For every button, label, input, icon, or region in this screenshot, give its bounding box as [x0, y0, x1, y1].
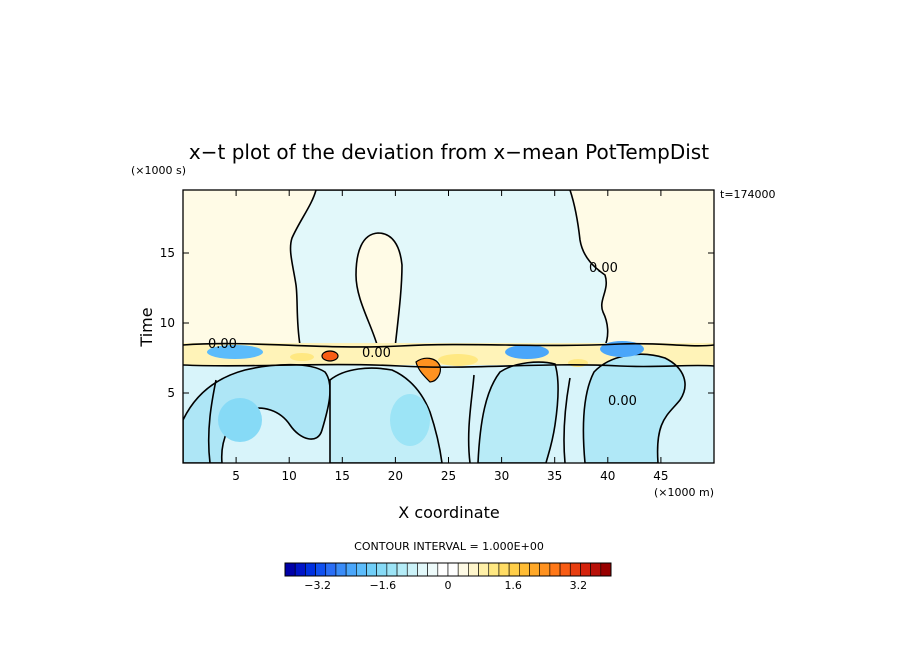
colorbar-frame — [284, 562, 612, 577]
y-axis-label: Time — [137, 307, 156, 347]
hot-spot-small — [321, 350, 339, 362]
x-tick-label: 5 — [232, 469, 240, 483]
colorbar-swatch — [447, 562, 459, 577]
colorbar-swatch — [508, 562, 520, 577]
colorbar-swatch — [498, 562, 510, 577]
colorbar-tick-label: −3.2 — [304, 579, 331, 592]
colorbar-swatch — [406, 562, 418, 577]
contour-labels: 0.00 0.00 0.00 0.00 — [208, 261, 637, 409]
colorbar-swatch — [315, 562, 327, 577]
x-axis: 5 10 15 20 25 30 35 40 45 — [232, 190, 669, 483]
contour-mid-column — [467, 374, 475, 463]
colorbar-swatch — [427, 562, 439, 577]
x-tick-label: 10 — [282, 469, 297, 483]
colorbar-swatch — [437, 562, 449, 577]
colorbar-swatch — [569, 562, 581, 577]
colorbar-swatch — [356, 562, 367, 577]
cold-pocket-1 — [207, 345, 263, 359]
cold-pocket-4 — [218, 398, 262, 442]
x-unit-label: (×1000 m) — [654, 486, 714, 499]
y-tick-label: 10 — [160, 316, 175, 330]
x-tick-label: 20 — [388, 469, 403, 483]
colorbar-swatch — [600, 562, 612, 577]
x-tick-label: 15 — [335, 469, 350, 483]
chart-title: x−t plot of the deviation from x−mean Po… — [189, 140, 709, 164]
contour-left-column — [207, 379, 217, 463]
strong-cold-pockets — [207, 341, 644, 446]
x-tick-label: 40 — [600, 469, 615, 483]
colorbar-tick-label: 1.6 — [504, 579, 522, 592]
colorbar-swatch — [366, 562, 377, 577]
contour-label-2: 0.00 — [362, 346, 391, 361]
colorbar-tick-label: 3.2 — [570, 579, 588, 592]
colorbar-swatch — [519, 562, 530, 577]
colorbar-swatch — [539, 562, 551, 577]
cold-lobe-right-center — [477, 361, 559, 463]
cold-pocket-5 — [390, 394, 430, 446]
contour-label-4: 0.00 — [589, 261, 618, 276]
zero-contours — [183, 342, 714, 463]
colorbar-swatch — [549, 562, 561, 577]
colorbar-swatch — [417, 562, 428, 577]
colorbar-swatch — [478, 562, 490, 577]
colorbar-swatch — [386, 562, 398, 577]
colorbar-swatch — [376, 562, 388, 577]
x-tick-label: 35 — [547, 469, 562, 483]
colorbar-swatch — [580, 562, 591, 577]
colorbar-swatch — [468, 562, 479, 577]
colorbar-swatch — [305, 562, 316, 577]
warm-patch-1 — [438, 354, 478, 366]
colorbar-swatch — [325, 562, 337, 577]
contour-interval-text: CONTOUR INTERVAL = 1.000E+00 — [354, 540, 544, 553]
colorbar-swatch — [529, 562, 540, 577]
colorbar-swatch — [345, 562, 357, 577]
colorbar-swatch — [294, 562, 306, 577]
cold-pocket-2 — [505, 345, 549, 359]
colorbar — [284, 562, 612, 577]
colorbar-swatch — [396, 562, 408, 577]
cold-upper-plume — [289, 190, 609, 349]
colorbar-swatch — [590, 562, 602, 577]
cold-lobe-right — [582, 353, 686, 463]
warm-patch-2 — [290, 353, 314, 361]
x-tick-label: 30 — [494, 469, 509, 483]
plot-area — [183, 190, 714, 463]
colorbar-swatch — [335, 562, 347, 577]
contour-right-column — [563, 377, 571, 463]
x-tick-label: 45 — [653, 469, 668, 483]
time-stamp: t=174000 — [720, 188, 776, 201]
colorbar-swatch — [457, 562, 469, 577]
hot-spot-main — [415, 357, 441, 383]
colorbar-swatch — [284, 562, 296, 577]
contour-label-3: 0.00 — [608, 394, 637, 409]
warm-spots — [290, 350, 588, 383]
contour-strip-bottom — [183, 363, 714, 368]
colorbar-ticks: −3.2 −1.6 0 1.6 3.2 — [304, 579, 587, 592]
colorbar-swatch — [559, 562, 571, 577]
colorbar-tick-label: −1.6 — [369, 579, 396, 592]
y-tick-label: 15 — [160, 246, 175, 260]
contour-label-1: 0.00 — [208, 337, 237, 352]
y-tick-label: 5 — [167, 386, 175, 400]
y-unit-label: (×1000 s) — [131, 164, 186, 177]
colorbar-tick-label: 0 — [445, 579, 452, 592]
x-tick-label: 25 — [441, 469, 456, 483]
colorbar-swatch — [488, 562, 500, 577]
contour-strip-top — [183, 342, 714, 348]
x-axis-label: X coordinate — [398, 503, 499, 522]
y-axis: 5 10 15 — [160, 246, 714, 400]
